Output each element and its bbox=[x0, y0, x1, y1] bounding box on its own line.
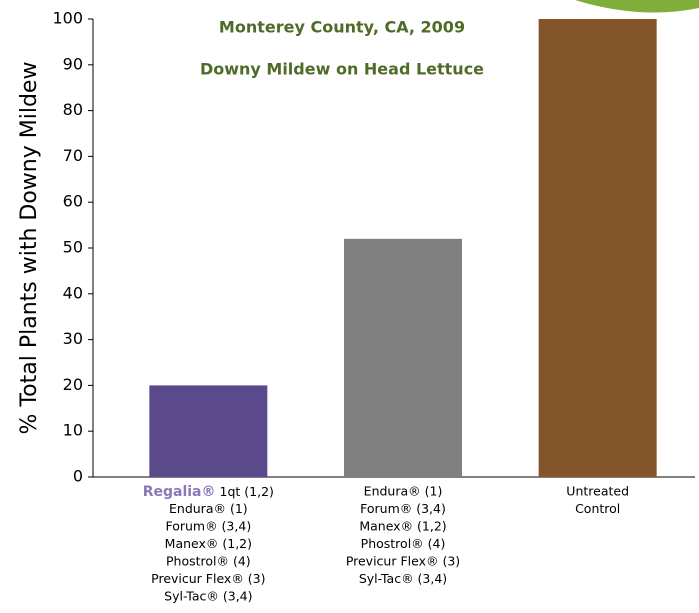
y-tick-label: 30 bbox=[63, 329, 83, 348]
y-tick-label: 100 bbox=[52, 9, 83, 28]
x-tick-label: Manex® (1,2) bbox=[359, 519, 446, 534]
y-tick-label: 80 bbox=[63, 100, 83, 119]
x-tick-label: Syl-Tac® (3,4) bbox=[359, 571, 447, 586]
x-tick-label: Forum® (3,4) bbox=[165, 519, 251, 534]
x-tick-label-part: Regalia® bbox=[143, 484, 216, 500]
y-tick-label: 50 bbox=[63, 238, 83, 257]
x-tick-label: Phostrol® (4) bbox=[166, 554, 251, 569]
bar bbox=[538, 19, 657, 477]
bar bbox=[344, 238, 462, 477]
leaf-decoration bbox=[575, 0, 699, 13]
x-tick-label: Forum® (3,4) bbox=[360, 501, 446, 516]
y-axis-label: % Total Plants with Downy Mildew bbox=[17, 62, 42, 435]
y-tick-label: 10 bbox=[63, 421, 83, 440]
x-tick-label: Syl-Tac® (3,4) bbox=[164, 589, 252, 604]
bar bbox=[149, 385, 268, 477]
x-tick-label: Manex® (1,2) bbox=[165, 536, 252, 551]
y-tick-label: 90 bbox=[63, 54, 83, 73]
x-tick-label-part: 1qt (1,2) bbox=[220, 484, 274, 499]
y-tick-label: 40 bbox=[63, 283, 83, 302]
y-tick-label: 0 bbox=[73, 467, 83, 486]
x-tick-label: Untreated bbox=[566, 484, 629, 499]
x-tick-label: Regalia® 1qt (1,2) bbox=[143, 484, 274, 501]
x-tick-label: Phostrol® (4) bbox=[361, 536, 446, 551]
x-tick-label: Endura® (1) bbox=[169, 501, 248, 516]
y-tick-label: 60 bbox=[63, 192, 83, 211]
x-tick-label: Previcur Flex® (3) bbox=[346, 554, 460, 569]
chart-subtitle: Downy Mildew on Head Lettuce bbox=[200, 60, 484, 79]
x-tick-label: Previcur Flex® (3) bbox=[151, 571, 265, 586]
y-tick-label: 20 bbox=[63, 375, 83, 394]
y-tick-label: 70 bbox=[63, 146, 83, 165]
x-tick-label: Control bbox=[575, 501, 620, 516]
x-tick-label: Endura® (1) bbox=[364, 484, 443, 499]
chart-title: Monterey County, CA, 2009 bbox=[219, 18, 465, 37]
